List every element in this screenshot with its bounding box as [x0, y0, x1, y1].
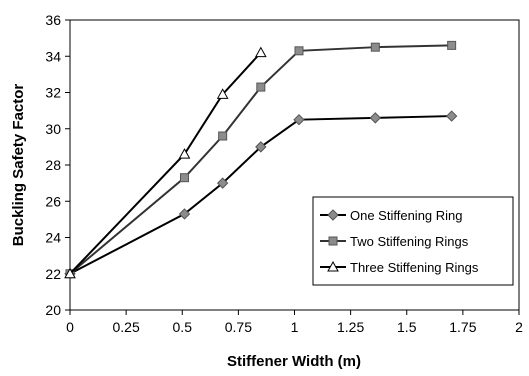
data-point-two-rings — [218, 131, 228, 141]
y-tick-label: 34 — [45, 48, 61, 64]
y-tick-label: 28 — [45, 157, 61, 173]
y-tick-label: 36 — [45, 12, 61, 28]
x-tick-label: 1.25 — [337, 319, 364, 335]
data-point-two-rings — [294, 46, 304, 56]
y-tick-label: 22 — [45, 266, 61, 282]
data-point-three-rings — [216, 88, 229, 99]
legend-marker-one-ring — [327, 209, 339, 221]
data-point-two-rings — [179, 173, 189, 183]
data-point-one-ring — [178, 208, 191, 220]
data-point-one-ring — [293, 113, 305, 126]
data-point-two-rings — [447, 40, 457, 50]
y-axis: 20 22 24 26 28 30 32 34 36 — [45, 12, 70, 318]
y-tick-label: 32 — [45, 85, 61, 101]
series-line-three-rings — [69, 51, 262, 275]
data-point-three-rings — [64, 267, 76, 279]
data-point-one-ring — [369, 112, 382, 124]
x-tick-label: 0.25 — [113, 319, 140, 335]
legend-label-one-ring: One Stiffening Ring — [350, 208, 463, 223]
y-axis-title: Buckling Safety Factor — [10, 84, 27, 247]
y-tick-label: 24 — [45, 230, 61, 246]
x-tick-label: 0 — [66, 319, 74, 335]
data-point-three-rings — [254, 46, 267, 58]
legend: One Stiffening Ring Two Stiffening Rings T… — [312, 196, 514, 286]
data-point-three-rings — [178, 148, 191, 159]
x-tick-label: 1.5 — [397, 319, 417, 335]
y-tick-label: 20 — [45, 302, 61, 318]
data-point-one-ring — [216, 177, 229, 189]
x-tick-label: 2 — [515, 319, 523, 335]
legend-label-two-rings: Two Stiffening Rings — [350, 234, 469, 249]
x-axis: 0 0.25 0.5 0.75 1 1.25 1.5 1.75 2 — [66, 310, 523, 335]
y-tick-label: 30 — [45, 121, 61, 137]
legend-marker-three-rings — [327, 260, 339, 272]
legend-marker-two-rings — [328, 236, 338, 246]
x-tick-label: 1.75 — [449, 319, 476, 335]
x-tick-label: 1 — [291, 319, 299, 335]
x-tick-label: 0.5 — [173, 319, 193, 335]
data-point-two-rings — [370, 42, 380, 52]
legend-label-three-rings: Three Stiffening Rings — [350, 260, 479, 275]
legend-box — [312, 196, 514, 286]
data-point-one-ring — [255, 141, 267, 153]
x-tick-label: 0.75 — [225, 319, 252, 335]
x-axis-title: Stiffener Width (m) — [227, 353, 361, 370]
y-tick-label: 26 — [45, 193, 61, 209]
data-point-one-ring — [445, 110, 458, 122]
series-layer — [64, 40, 458, 280]
data-point-two-rings — [256, 82, 266, 92]
